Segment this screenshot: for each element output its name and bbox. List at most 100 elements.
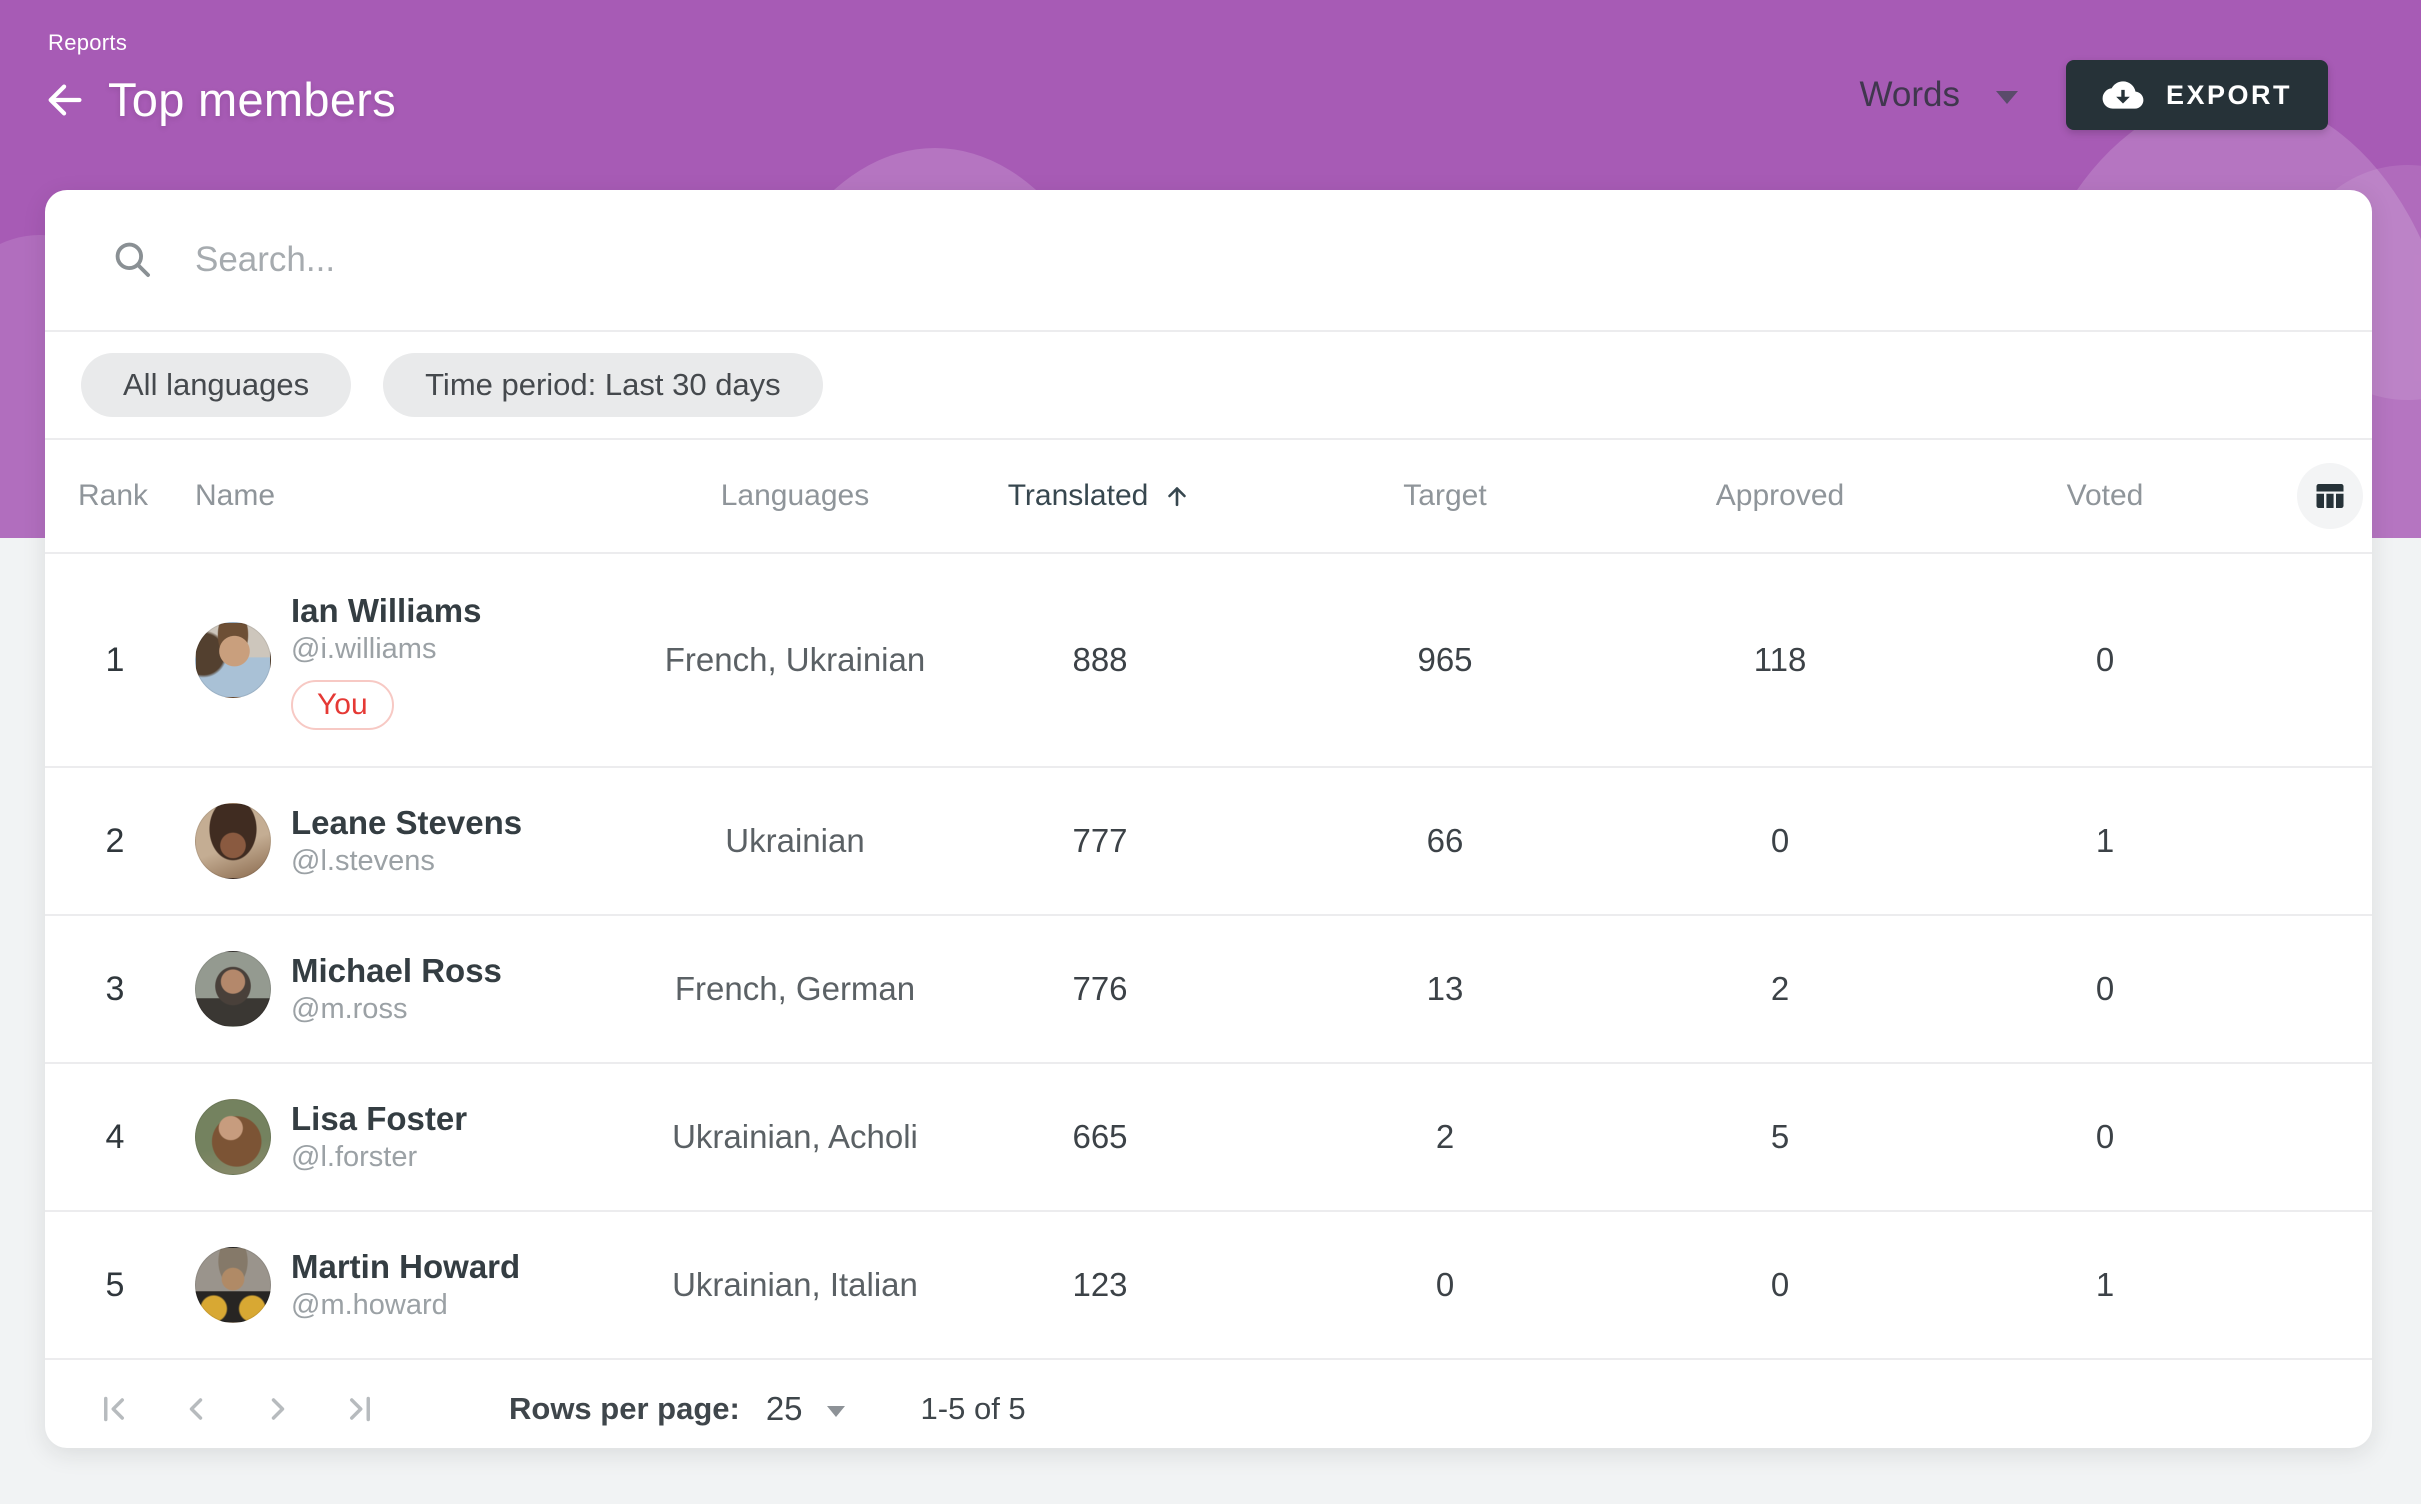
member-username: @l.forster: [291, 1140, 418, 1173]
member-username: @i.williams: [291, 632, 437, 665]
cloud-download-icon: [2102, 78, 2144, 112]
avatar[interactable]: [195, 951, 271, 1027]
first-page-button[interactable]: [91, 1386, 137, 1432]
table-row[interactable]: 3 Michael Ross @m.ross French, German 77…: [45, 916, 2372, 1064]
member-identity: Leane Stevens @l.stevens: [291, 802, 522, 881]
voted-cell: 0: [2095, 970, 2115, 1007]
next-page-icon: [260, 1391, 296, 1427]
member-identity: Ian Williams @i.williams You: [291, 590, 481, 731]
search-row: [45, 190, 2372, 332]
translated-cell: 665: [1072, 1118, 1128, 1155]
member-name[interactable]: Lisa Foster: [291, 1099, 468, 1137]
table-row[interactable]: 5 Martin Howard @m.howard Ukrainian, Ita…: [45, 1212, 2372, 1360]
approved-cell: 118: [1753, 641, 1807, 678]
member-name[interactable]: Leane Stevens: [291, 803, 523, 841]
name-cell: Martin Howard @m.howard: [185, 1246, 615, 1325]
filter-chips-row: All languages Time period: Last 30 days: [45, 332, 2372, 440]
back-button[interactable]: [40, 74, 92, 126]
member-name[interactable]: Ian Williams: [291, 591, 482, 629]
rows-per-page-value: 25: [765, 1390, 803, 1427]
export-button[interactable]: EXPORT: [2065, 60, 2328, 130]
pagination-bar: Rows per page: 25 1-5 of 5: [45, 1360, 2372, 1448]
voted-cell: 0: [2095, 1118, 2115, 1155]
column-header-languages[interactable]: Languages: [720, 479, 870, 512]
rank-cell: 2: [105, 821, 125, 860]
caret-down-icon: [1995, 90, 2018, 104]
member-identity: Lisa Foster @l.forster: [291, 1098, 467, 1177]
previous-page-button[interactable]: [173, 1386, 219, 1432]
name-cell: Michael Ross @m.ross: [185, 950, 615, 1029]
column-header-name[interactable]: Name: [195, 479, 276, 512]
translated-cell: 888: [1072, 641, 1128, 678]
table-row[interactable]: 4 Lisa Foster @l.forster Ukrainian, Acho…: [45, 1064, 2372, 1212]
next-page-button[interactable]: [255, 1386, 301, 1432]
target-cell: 965: [1417, 641, 1473, 678]
languages-cell: French, Ukrainian: [664, 641, 926, 678]
breadcrumb[interactable]: Reports: [48, 30, 128, 55]
approved-cell: 5: [1770, 1118, 1790, 1155]
search-input[interactable]: [193, 239, 1797, 281]
unit-dropdown-value: Words: [1859, 75, 1960, 114]
table-row[interactable]: 1 Ian Williams @i.williams You French, U…: [45, 554, 2372, 768]
member-name[interactable]: Martin Howard: [291, 1247, 521, 1285]
all-languages-chip[interactable]: All languages: [81, 353, 352, 417]
target-cell: 0: [1435, 1266, 1455, 1303]
member-username: @m.howard: [291, 1288, 448, 1321]
name-cell: Leane Stevens @l.stevens: [185, 802, 615, 881]
pagination-range: 1-5 of 5: [920, 1391, 1026, 1426]
column-header-translated-label: Translated: [1007, 479, 1149, 512]
approved-cell: 2: [1770, 970, 1790, 1007]
target-cell: 2: [1435, 1118, 1455, 1155]
unit-dropdown[interactable]: Words: [1859, 75, 2018, 115]
voted-cell: 1: [2095, 822, 2115, 859]
translated-cell: 776: [1072, 970, 1128, 1007]
table-header: Rank Name Languages Translated Target Ap…: [45, 440, 2372, 554]
table-columns-icon: [2312, 478, 2348, 514]
target-cell: 13: [1426, 970, 1464, 1007]
column-header-approved[interactable]: Approved: [1715, 479, 1845, 512]
column-settings-button[interactable]: [2297, 463, 2363, 529]
column-header-voted[interactable]: Voted: [2066, 479, 2144, 512]
caret-down-icon: [826, 1405, 845, 1417]
column-header-rank[interactable]: Rank: [78, 479, 149, 512]
last-page-icon: [342, 1391, 378, 1427]
page-title: Top members: [108, 73, 397, 126]
time-period-chip[interactable]: Time period: Last 30 days: [383, 353, 823, 417]
avatar[interactable]: [195, 622, 271, 698]
member-name[interactable]: Michael Ross: [291, 951, 502, 989]
voted-cell: 1: [2095, 1266, 2115, 1303]
approved-cell: 0: [1770, 1266, 1790, 1303]
report-card: All languages Time period: Last 30 days …: [45, 190, 2372, 1448]
languages-cell: Ukrainian, Acholi: [672, 1118, 918, 1155]
you-badge: You: [291, 680, 394, 731]
avatar[interactable]: [195, 1247, 271, 1323]
rows-per-page-select[interactable]: 25: [766, 1390, 845, 1428]
rank-cell: 1: [105, 640, 125, 679]
last-page-button[interactable]: [337, 1386, 383, 1432]
column-header-translated[interactable]: Translated: [975, 479, 1225, 513]
first-page-icon: [96, 1391, 132, 1427]
rows-per-page-label: Rows per page:: [509, 1391, 740, 1426]
export-button-label: EXPORT: [2165, 79, 2292, 110]
rank-cell: 3: [105, 969, 125, 1008]
avatar[interactable]: [195, 803, 271, 879]
avatar[interactable]: [195, 1099, 271, 1175]
member-identity: Michael Ross @m.ross: [291, 950, 502, 1029]
target-cell: 66: [1426, 822, 1464, 859]
column-header-target[interactable]: Target: [1403, 479, 1487, 512]
arrow-left-icon: [43, 77, 89, 123]
name-cell: Lisa Foster @l.forster: [185, 1098, 615, 1177]
search-icon: [111, 238, 155, 282]
rank-cell: 4: [105, 1117, 125, 1156]
languages-cell: French, German: [674, 970, 916, 1007]
languages-cell: Ukrainian, Italian: [672, 1266, 918, 1303]
title-row: Top members: [40, 72, 396, 127]
languages-cell: Ukrainian: [725, 822, 865, 859]
rank-cell: 5: [105, 1265, 125, 1304]
table-body: 1 Ian Williams @i.williams You French, U…: [45, 554, 2372, 1360]
name-cell: Ian Williams @i.williams You: [185, 590, 615, 731]
translated-cell: 123: [1072, 1266, 1128, 1303]
table-row[interactable]: 2 Leane Stevens @l.stevens Ukrainian 777…: [45, 768, 2372, 916]
sort-arrow-up-icon: [1162, 481, 1192, 511]
